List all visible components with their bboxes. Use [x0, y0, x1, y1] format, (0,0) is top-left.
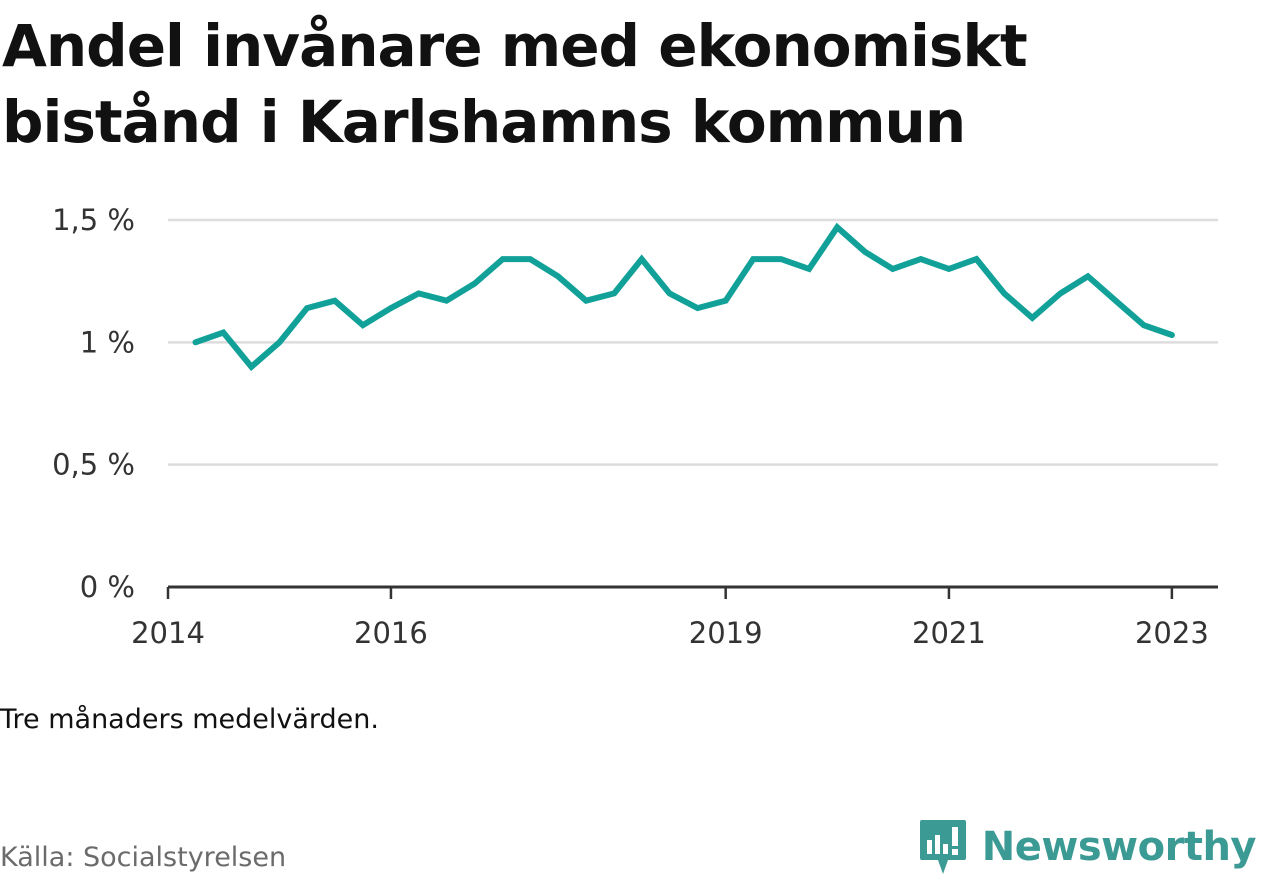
line-chart: 0 % 0,5 % 1 % 1,5 % 2014 2016 2019 2021 2023 — [52, 203, 1218, 650]
source-text: Källa: Socialstyrelsen — [0, 842, 287, 873]
x-tick-label: 2014 — [131, 616, 205, 650]
y-tick-label: 0,5 % — [52, 448, 135, 482]
x-tick-label: 2021 — [912, 616, 986, 650]
x-axis — [166, 585, 1218, 599]
y-axis-tick-labels: 0 % 0,5 % 1 % 1,5 % — [52, 203, 135, 604]
x-axis-tick-labels: 2014 2016 2019 2021 2023 — [131, 616, 1209, 650]
x-tick-label: 2016 — [354, 616, 428, 650]
brand-name: Newsworthy — [981, 824, 1257, 870]
x-tick-label: 2023 — [1135, 616, 1209, 650]
y-tick-label: 0 % — [80, 570, 135, 604]
x-tick-label: 2019 — [689, 616, 763, 650]
chart-title: Andel invånare med ekonomiskt bistånd i … — [2, 12, 1028, 156]
chart-note: Tre månaders medelvärden. — [0, 704, 379, 735]
y-tick-label: 1,5 % — [52, 203, 135, 237]
series-line — [192, 222, 1175, 372]
y-tick-label: 1 % — [80, 325, 135, 359]
brand-logo: Newsworthy — [918, 818, 1257, 876]
gridlines — [168, 218, 1218, 466]
series-lines — [192, 222, 1175, 372]
newsworthy-logo-icon — [919, 820, 966, 874]
